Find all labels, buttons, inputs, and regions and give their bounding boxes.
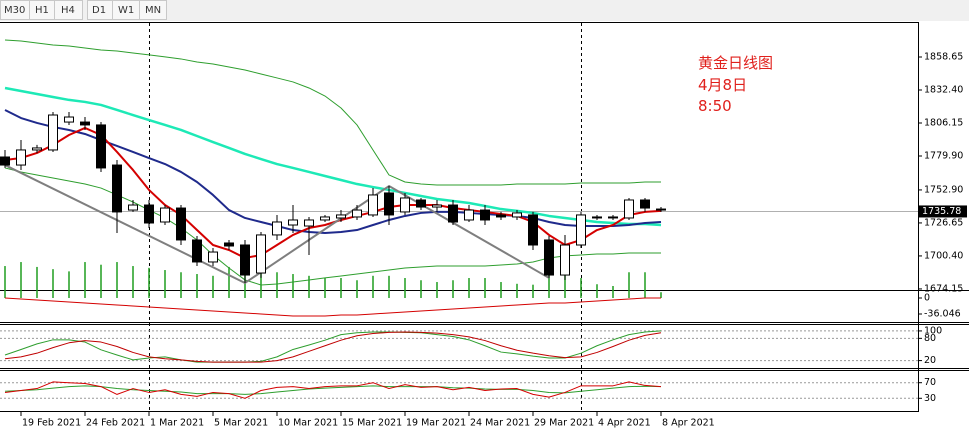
candle-body [400, 197, 410, 213]
candle-body [16, 149, 26, 166]
x-tick-label: 8 Apr 2021 [662, 418, 715, 429]
candle-body [560, 244, 570, 276]
candle-body [160, 207, 170, 223]
y-tick-label: 0 [924, 292, 930, 303]
candle-body [608, 216, 618, 219]
plot-layer: 1858.65 1832.40 1806.15 1779.90 1752.90 1726.… [0, 39, 967, 429]
candle-body [304, 219, 314, 227]
x-tick-label: 19 Mar 2021 [406, 418, 466, 429]
tab-label[interactable]: H4 [61, 5, 75, 16]
tab-label[interactable]: W1 [118, 5, 134, 16]
indicator-line [4, 109, 662, 235]
x-tick-label: 10 Mar 2021 [278, 418, 338, 429]
x-tick-label: 24 Feb 2021 [86, 418, 145, 429]
y-tick-label: 100 [924, 325, 942, 336]
indicator-line [4, 330, 662, 363]
indicator-line [4, 126, 662, 259]
zigzag-line [4, 164, 550, 284]
candle-body [640, 199, 650, 209]
candle-body [208, 251, 218, 263]
x-tick-label: 15 Mar 2021 [342, 418, 402, 429]
candle-body [336, 214, 346, 219]
y-tick-label: 80 [924, 333, 936, 344]
candle-body [80, 121, 90, 126]
candle-body [320, 216, 330, 221]
candle-body [0, 156, 10, 166]
y-tick-label: 1674.15 [924, 283, 963, 294]
x-tick-label: 24 Mar 2021 [470, 418, 530, 429]
annotation: 黄金日线图 4月8日 8:50 [698, 54, 773, 115]
candle-body [144, 204, 154, 224]
annotation-text: 黄金日线图 [698, 54, 773, 72]
candle-body [656, 208, 666, 211]
y-tick-label: 1806.15 [924, 117, 963, 128]
tab-label[interactable]: H1 [35, 5, 49, 16]
foreground-layer: 1858.65 1832.40 1806.15 1779.90 1752.90 1726.… [0, 39, 967, 429]
tab-label[interactable]: D1 [92, 5, 106, 16]
indicator-line [4, 385, 662, 395]
indicator-line [4, 86, 662, 227]
y-tick-label: 30 [924, 393, 936, 404]
y-tick-label: 70 [924, 377, 936, 388]
x-tick-label: 29 Mar 2021 [534, 418, 594, 429]
signal-line [4, 297, 661, 317]
candle-body [176, 207, 186, 241]
candle-body [112, 164, 122, 213]
candle-body [96, 124, 106, 169]
indicator-line [4, 39, 661, 186]
tab[interactable] [139, 0, 167, 20]
candle-body [512, 212, 522, 218]
candle-body [416, 199, 426, 208]
candle-body [432, 204, 442, 208]
current-price-box [919, 205, 967, 218]
candle-body [64, 116, 74, 123]
candle-body [480, 209, 490, 221]
candle-body [528, 214, 538, 246]
y-tick-label: 20 [924, 355, 936, 366]
x-tick-label: 19 Feb 2021 [22, 418, 81, 429]
indicator-line [4, 331, 662, 363]
candle-body [496, 214, 506, 218]
y-tick-label: 1832.40 [924, 84, 963, 95]
tab-label[interactable]: MN [145, 5, 161, 16]
candle-body [240, 244, 250, 276]
x-tick-label: 1 Mar 2021 [150, 418, 204, 429]
candle-body [592, 216, 602, 219]
candle-body [464, 209, 474, 221]
y-tick-label: 1752.90 [924, 184, 963, 195]
tab[interactable] [54, 0, 83, 20]
annotation-text: 8:50 [698, 97, 732, 115]
y-tick-label: 1700.40 [924, 250, 963, 261]
candle-body [448, 204, 458, 223]
y-tick-label: -36.046 [924, 308, 961, 319]
candle-body [368, 194, 378, 216]
y-tick-label: 1726.65 [924, 217, 963, 228]
candle-body [272, 221, 282, 236]
tab-label[interactable]: M30 [4, 5, 25, 16]
indicator-line [4, 381, 662, 399]
candle-body [544, 239, 554, 276]
candle-body [128, 204, 138, 211]
candle-body [32, 147, 42, 151]
y-tick-label: 1779.90 [924, 150, 963, 161]
candle-body [384, 192, 394, 216]
candle-body [624, 199, 634, 219]
timeframe-tabs: M30 H1 H4 D1 W1 MN [0, 0, 167, 20]
x-tick-label: 4 Apr 2021 [598, 418, 651, 429]
candle-body [352, 209, 362, 218]
toolbar [0, 0, 969, 21]
candle-body [576, 214, 586, 246]
x-tick-label: 5 Mar 2021 [214, 418, 268, 429]
current-price-label: 1735.78 [922, 206, 961, 217]
candle-body [224, 242, 234, 247]
y-tick-label: 1858.65 [924, 51, 963, 62]
candle-body [192, 239, 202, 263]
candle-body [48, 114, 58, 151]
candle-body [288, 219, 298, 226]
candle-body [256, 234, 266, 274]
annotation-text: 4月8日 [698, 76, 747, 94]
